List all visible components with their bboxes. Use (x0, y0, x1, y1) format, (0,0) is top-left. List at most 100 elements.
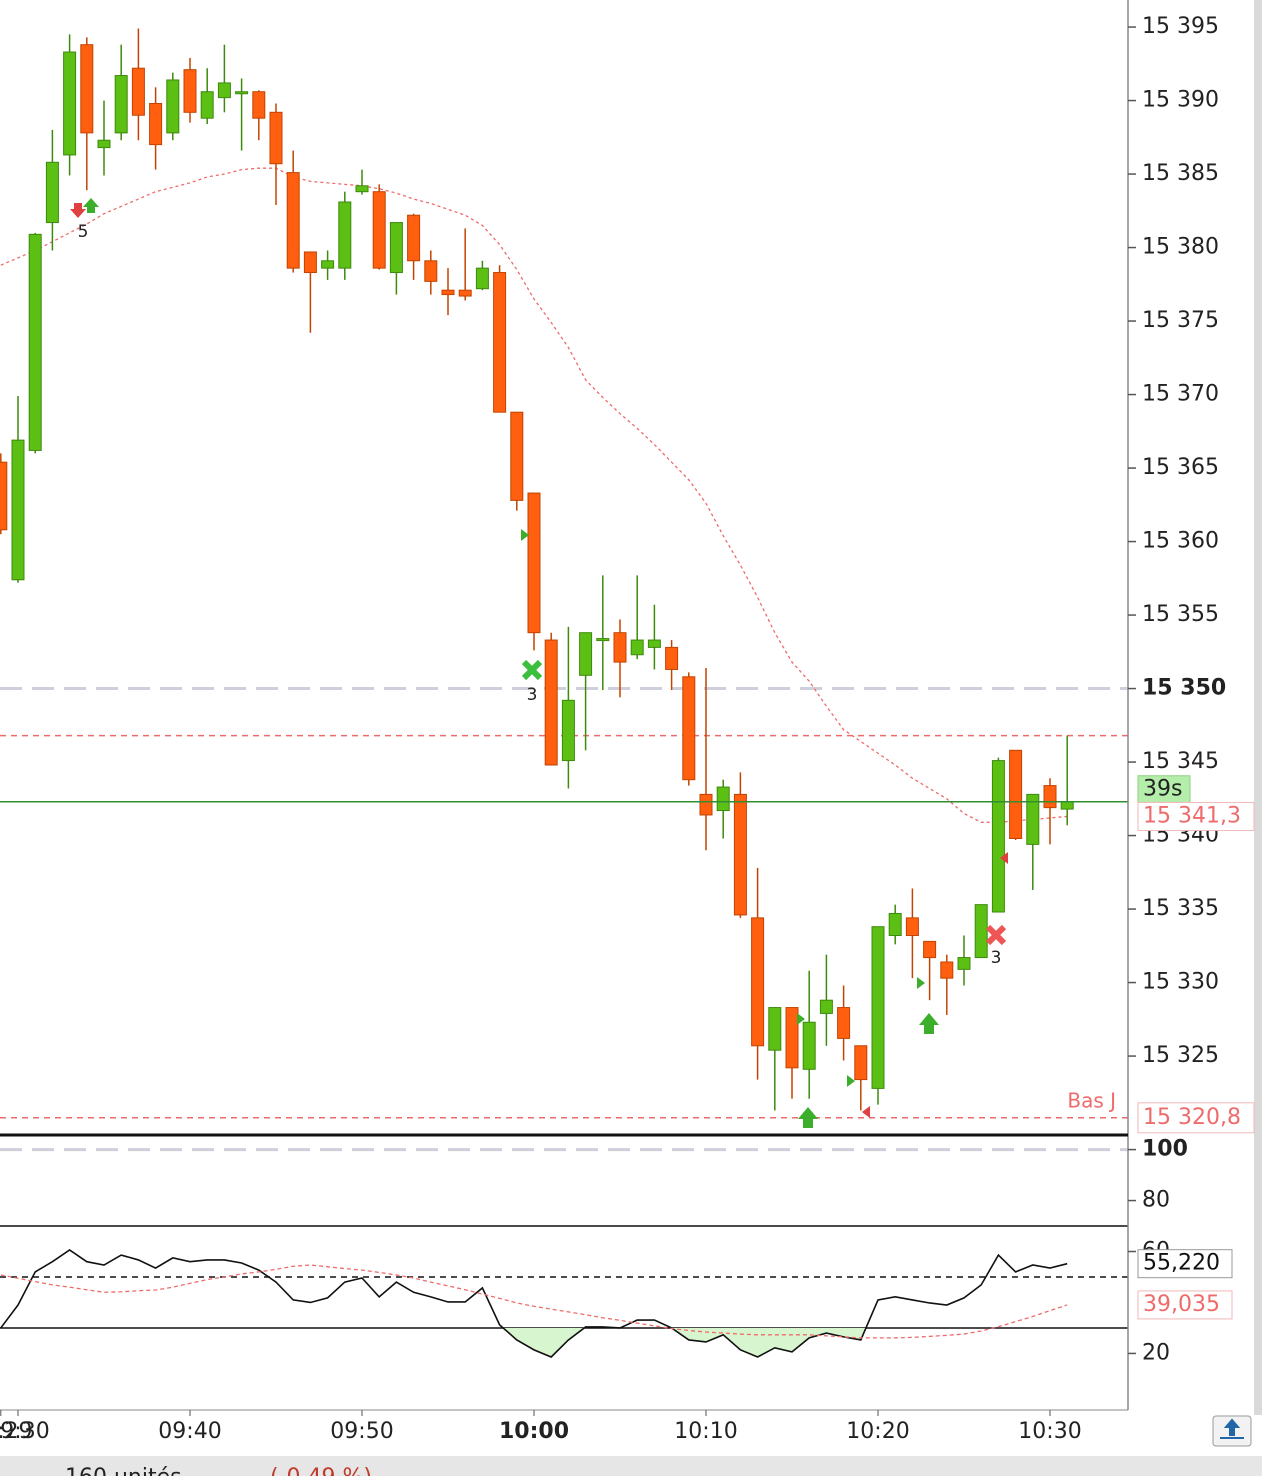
x-tick-label: 10:00 (499, 1419, 569, 1444)
candle-body (1060, 801, 1074, 810)
y-tick-label: 15 355 (1142, 602, 1219, 627)
buy-arrow (919, 1013, 939, 1034)
buy-arrow (83, 198, 99, 213)
candle-body (682, 676, 696, 781)
candle-body (974, 904, 988, 959)
candle-body (579, 632, 593, 676)
y-tick-label: 15 380 (1142, 235, 1219, 260)
candle-body (647, 639, 661, 648)
x-tick-label: 10:20 (846, 1419, 909, 1444)
buy-arrow (798, 1107, 818, 1128)
candle-body (785, 1007, 799, 1069)
candle-body (389, 222, 403, 274)
signal-count: 5 (78, 222, 89, 242)
y-tick-label: 15 345 (1142, 749, 1219, 774)
candle-body (28, 233, 42, 451)
candle-body (114, 75, 128, 134)
candle-body (837, 1007, 851, 1039)
candle-body (716, 786, 730, 812)
y-tick-label: 100 (1142, 1137, 1188, 1162)
scrollbar[interactable] (1254, 0, 1262, 1415)
countdown-label: 39s (1143, 777, 1182, 802)
indicator-badge (1137, 1249, 1233, 1279)
indicator-value-label: 39,035 (1143, 1292, 1220, 1317)
candle-body (269, 111, 283, 165)
candle-body (200, 91, 214, 119)
candle-body (991, 760, 1005, 913)
candle-body (613, 632, 627, 663)
candle-body (80, 44, 94, 134)
candle-body (819, 999, 833, 1014)
signals: 5 3 3 (70, 198, 1008, 1128)
candle-body (235, 91, 249, 95)
day-low-label: 15 320,8 (1143, 1105, 1241, 1130)
candle-body (733, 793, 747, 916)
y-tick-label: 15 330 (1142, 970, 1219, 995)
candle-body (183, 69, 197, 113)
y-tick-label: 15 385 (1142, 161, 1219, 186)
candle-body (166, 79, 180, 134)
candle-body (11, 439, 25, 581)
candle-body (338, 201, 352, 269)
y-tick-label: 15 360 (1142, 529, 1219, 554)
footer-background (0, 1456, 1262, 1476)
candle-body (854, 1045, 868, 1081)
candle-body (355, 185, 369, 193)
candle-body (0, 461, 8, 531)
candle-body (45, 161, 59, 224)
candle-body (957, 957, 971, 970)
candle-body (97, 139, 111, 149)
candle-body (802, 1021, 816, 1070)
candle-body (888, 912, 902, 937)
indicator-plot (0, 1148, 1128, 1358)
x-tick-label: 09:40 (158, 1419, 221, 1444)
candle-body (544, 639, 558, 766)
candle-body (1009, 749, 1023, 839)
sell-arrow (70, 203, 86, 218)
y-tick-label: 15 365 (1142, 455, 1219, 480)
candle-body (441, 289, 455, 296)
candle-body (303, 251, 317, 274)
cross-signal (985, 924, 1007, 946)
y-tick-label: 20 (1142, 1340, 1170, 1365)
day-low-badge (1137, 1102, 1255, 1134)
ma-label: 15 341,3 (1143, 803, 1241, 828)
candle-body (475, 267, 489, 290)
candle-body (424, 260, 438, 282)
candle-body (149, 102, 163, 146)
candle-body (940, 961, 954, 979)
price-plot (0, 28, 1128, 1119)
x-tick-label: 09:30 (0, 1419, 50, 1444)
candle-body (630, 639, 644, 656)
day-low-name: Bas J (1067, 1088, 1116, 1112)
candle-body (63, 51, 77, 156)
candle-body (372, 191, 386, 269)
signal-count: 3 (527, 685, 538, 705)
candle-body (1043, 785, 1057, 809)
candle-body (131, 67, 145, 116)
candle-body (286, 172, 300, 269)
moving-average (0, 167, 1068, 823)
x-tick-label: 10:10 (674, 1419, 737, 1444)
y-tick-label: 15 375 (1142, 308, 1219, 333)
indicator-line (0, 1264, 1068, 1339)
y-tick-label: 15 325 (1142, 1043, 1219, 1068)
candle-body (768, 1007, 782, 1051)
x-tick-label: 09:50 (330, 1419, 393, 1444)
candle-body (905, 917, 919, 937)
cross-signal (521, 659, 543, 681)
fit-icon (1220, 1418, 1244, 1439)
x-tick-label: 10:30 (1018, 1419, 1081, 1444)
indicator-line (0, 1249, 1068, 1358)
indicator-badge (1137, 1290, 1233, 1320)
y-tick-label: 80 (1142, 1188, 1170, 1213)
ma-badge (1137, 801, 1255, 831)
y-tick-label: 15 370 (1142, 382, 1219, 407)
candle-body (493, 272, 507, 413)
candle-body (923, 940, 937, 959)
candle-body (665, 646, 679, 670)
y-tick-label: 15 350 (1142, 676, 1226, 701)
